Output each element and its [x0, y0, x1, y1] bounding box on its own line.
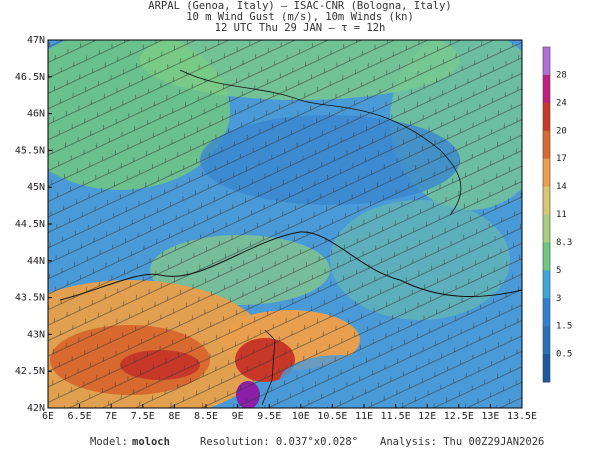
- lat-label: 46.5N: [15, 72, 45, 83]
- footer-resolution: Resolution: 0.037°x0.028°: [200, 436, 358, 448]
- colorbar-segment: [543, 242, 550, 271]
- footer-analysis: Analysis: Thu 00Z29JAN2026: [380, 436, 544, 448]
- lat-label: 43N: [27, 329, 45, 340]
- lon-label: 9E: [232, 411, 244, 422]
- colorbar-segment: [543, 130, 550, 160]
- colorbar-segment: [543, 270, 550, 299]
- lon-label: 7.5E: [131, 411, 155, 422]
- colorbar-label: 8.3: [556, 238, 572, 248]
- lat-label: 42N: [27, 403, 45, 414]
- colorbar-segment: [543, 214, 550, 243]
- colorbar: [543, 47, 550, 383]
- colorbar-segment: [543, 158, 550, 188]
- lat-label: 42.5N: [15, 366, 45, 377]
- lon-label: 10E: [292, 411, 310, 422]
- lat-label: 43.5N: [15, 293, 45, 304]
- title-line: 10 m Wind Gust (m/s), 10m Winds (kn): [186, 11, 414, 23]
- colorbar-segment: [543, 326, 550, 355]
- colorbar-segment: [543, 102, 550, 132]
- lat-label: 46N: [27, 109, 45, 120]
- footer-label: Model:: [90, 436, 128, 448]
- lon-label: 12.5E: [444, 411, 474, 422]
- colorbar-segment: [543, 47, 550, 76]
- title-line: ARPAL (Genoa, Italy) — ISAC-CNR (Bologna…: [148, 0, 451, 12]
- colorbar-label: 1.5: [556, 322, 572, 332]
- colorbar-label: 28: [556, 70, 567, 80]
- colorbar-label: 14: [556, 182, 567, 192]
- lat-label: 44N: [27, 256, 45, 267]
- map-field: [48, 40, 522, 408]
- lat-label: 44.5N: [15, 219, 45, 230]
- lon-label: 11E: [355, 411, 373, 422]
- lon-label: 13.5E: [507, 411, 537, 422]
- colorbar-label: 20: [556, 126, 567, 136]
- lon-label: 8E: [168, 411, 180, 422]
- colorbar-label: 24: [556, 98, 567, 108]
- lat-label: 47N: [27, 35, 45, 46]
- colorbar-label: 0.5: [556, 350, 572, 360]
- lon-label: 6.5E: [68, 411, 92, 422]
- title-line: 12 UTC Thu 29 JAN — τ = 12h: [215, 22, 386, 34]
- lon-label: 7E: [105, 411, 117, 422]
- colorbar-label: 3: [556, 294, 561, 304]
- footer-model: moloch: [132, 436, 170, 448]
- lon-label: 11.5E: [381, 411, 411, 422]
- colorbar-segment: [543, 74, 550, 104]
- colorbar-frame: [542, 46, 551, 383]
- colorbar-label: 17: [556, 154, 567, 164]
- lon-label: 12E: [418, 411, 436, 422]
- lat-label: 45.5N: [15, 145, 45, 156]
- colorbar-label: 11: [556, 210, 567, 220]
- colorbar-segment: [543, 186, 550, 215]
- colorbar-label: 5: [556, 266, 561, 276]
- lon-label: 13E: [481, 411, 499, 422]
- lon-label: 9.5E: [257, 411, 281, 422]
- colorbar-segment: [543, 298, 550, 327]
- lon-label: 6E: [42, 411, 54, 422]
- lon-label: 8.5E: [194, 411, 218, 422]
- lon-label: 10.5E: [317, 411, 347, 422]
- colorbar-segment: [543, 354, 550, 383]
- lat-label: 45N: [27, 182, 45, 193]
